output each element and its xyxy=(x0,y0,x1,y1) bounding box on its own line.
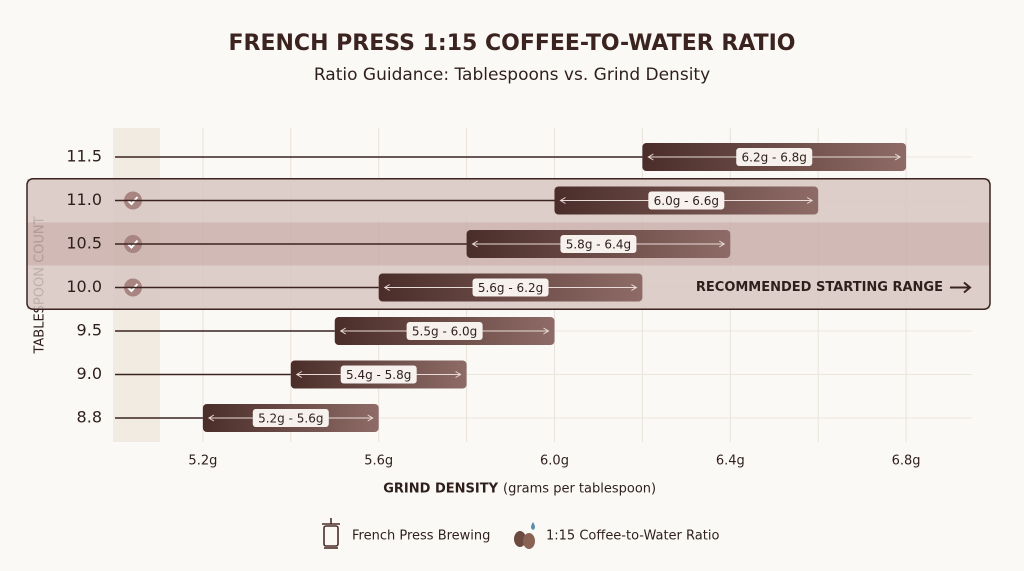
y-tick-label: 10.0 xyxy=(66,277,102,296)
value-label: 5.5g - 6.0g xyxy=(412,325,477,339)
x-tick-label: 6.0g xyxy=(540,454,569,469)
check-mark xyxy=(127,239,139,249)
x-tick-label: 5.2g xyxy=(188,454,217,469)
range-arrow xyxy=(647,153,902,161)
value-label-box xyxy=(736,148,813,166)
range-arrow xyxy=(559,197,814,204)
value-label: 5.4g - 5.8g xyxy=(346,368,411,382)
value-label-box xyxy=(648,191,725,210)
annotation-arrow xyxy=(950,281,972,294)
x-tick-label: 6.4g xyxy=(716,454,745,469)
x-axis-label-note: (grams per tablespoon) xyxy=(503,482,656,497)
range-arrow xyxy=(207,414,374,422)
y-tick-label: 11.0 xyxy=(66,190,102,209)
y-tick-label: 11.5 xyxy=(66,147,102,166)
value-label: 5.2g - 5.6g xyxy=(258,412,323,426)
legend-icon xyxy=(322,518,340,549)
y-tick-label: 9.0 xyxy=(77,364,102,383)
x-axis-label: GRIND DENSITY xyxy=(383,482,498,497)
range-arrow xyxy=(295,371,462,378)
value-label-box xyxy=(406,322,483,340)
value-label-box xyxy=(560,235,637,253)
value-label: 5.6g - 6.2g xyxy=(478,281,543,295)
legend-label: 1:15 Coffee-to-Water Ratio xyxy=(546,529,719,544)
range-arrow xyxy=(471,240,726,248)
x-tick-label: 6.8g xyxy=(892,454,921,469)
check-mark xyxy=(127,196,139,206)
range-arrow xyxy=(383,284,638,291)
chart-subtitle: Ratio Guidance: Tablespoons vs. Grind De… xyxy=(314,65,710,85)
y-tick-label: 8.8 xyxy=(77,408,102,427)
value-label-box xyxy=(252,409,329,427)
legend-icon xyxy=(514,522,535,549)
check-mark xyxy=(127,283,139,293)
value-label-box xyxy=(472,278,549,297)
value-label: 6.2g - 6.8g xyxy=(742,151,807,165)
x-tick-label: 5.6g xyxy=(364,454,393,469)
highlight-frame xyxy=(26,178,991,310)
value-label: 5.8g - 6.4g xyxy=(566,238,631,252)
value-label-box xyxy=(340,365,417,384)
chart-title: FRENCH PRESS 1:15 COFFEE-TO-WATER RATIO xyxy=(229,31,796,56)
range-arrow xyxy=(339,327,550,335)
y-tick-label: 10.5 xyxy=(66,234,102,253)
value-label: 6.0g - 6.6g xyxy=(654,194,719,208)
legend-label: French Press Brewing xyxy=(352,529,490,544)
annotation: RECOMMENDED STARTING RANGE xyxy=(696,280,943,295)
legend: French Press Brewing 1:15 Coffee-to-Wate… xyxy=(322,518,719,549)
y-tick-label: 9.5 xyxy=(77,321,102,340)
